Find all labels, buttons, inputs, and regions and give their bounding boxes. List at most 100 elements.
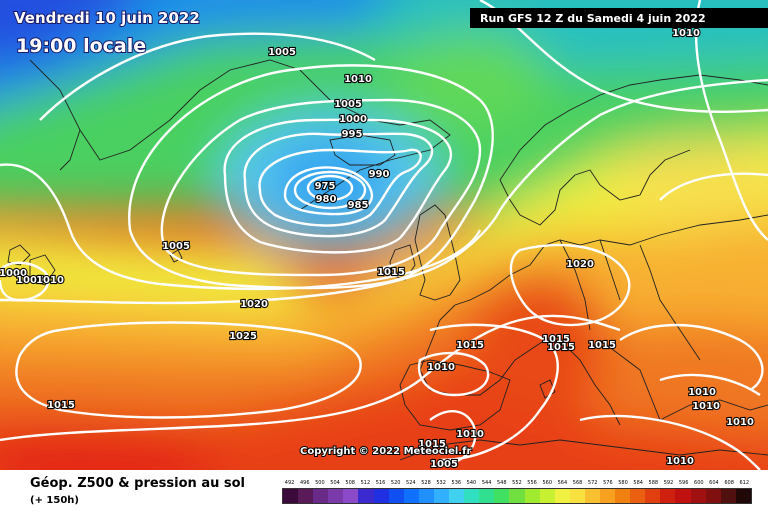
isobar-label: 1010 [692,401,720,412]
scale-swatch [298,489,314,503]
scale-value: 552 [512,480,522,486]
isobar-1005-north [39,32,376,121]
scale-swatches [282,488,752,504]
scale-value: 540 [466,480,477,486]
scale-value: 588 [648,480,659,486]
isobar-label: 980 [316,194,337,205]
scale-swatch [433,489,450,503]
scale-swatch [373,489,389,503]
isobar-label: 1010 [36,275,64,286]
isobar-label: 1015 [377,267,405,278]
isobar-label: 1015 [588,340,616,351]
scale-swatch [690,489,706,503]
isobar-label: 1005 [268,47,296,58]
scale-swatch [283,489,299,503]
isobar-label: 1010 [688,387,716,398]
isobar-1010-west [0,261,50,302]
scale-swatch [660,489,676,503]
scale-swatch [388,489,404,503]
isobar-label: 1010 [672,28,700,39]
isobar-1000 [223,118,452,254]
scale-value: 612 [739,480,750,486]
isobar-980 [293,170,367,210]
isobar-995 [243,132,434,238]
scale-value: 528 [421,480,431,486]
isobar-label: 1005 [162,241,190,252]
isobar-1010-ne [694,0,768,241]
isobar-1015-se [619,323,764,392]
scale-value: 564 [557,480,568,486]
isobar-label: 1010 [666,456,694,467]
isobar-label: 975 [315,181,336,192]
scale-swatch [403,489,419,503]
scale-value: 496 [299,480,310,486]
isobar-label: 1010 [456,429,484,440]
scale-value: 584 [633,480,643,486]
isobar-985 [283,166,374,216]
isobar-label: 1000 [0,268,27,279]
scale-swatch [328,489,344,503]
scale-swatch [675,489,691,503]
scale-value: 492 [284,480,295,486]
coastlines [7,59,768,461]
scale-swatch [584,489,600,503]
isobar-1010-africa [429,410,477,467]
isobar-label: 995 [342,129,363,140]
isobar-1010-south-east [579,414,761,470]
map-title: Géop. Z500 & pression au sol [30,476,245,491]
scale-swatch [615,489,631,503]
scale-swatch [343,489,359,503]
scale-swatch [735,489,751,503]
isobar-label: 1015 [456,340,484,351]
scale-value: 596 [678,480,689,486]
isobar-1015-east [659,172,768,201]
scale-value: 524 [406,480,416,486]
scale-swatch [464,489,480,503]
scale-swatch [509,489,525,503]
scale-value: 556 [527,480,537,486]
isobar-label: 1015 [547,342,575,353]
scale-value: 520 [390,480,401,486]
isobar-label: 1000 [339,114,367,125]
isobar-990 [258,148,422,227]
scale-labels: 492 496 500 504 508 512 516 520 524 528 532 536 540 5… [282,478,752,488]
scale-value: 600 [694,480,704,486]
scale-swatch [479,489,495,503]
isobar-label: 1005 [430,459,458,470]
isobar-1010-iberia [417,351,490,397]
forecast-range: (+ 150h) [30,495,79,506]
isobar-label: 1020 [566,259,594,270]
scale-value: 560 [542,480,552,486]
scale-swatch [539,489,555,503]
isobar-label: 1015 [418,439,446,450]
isobar-1010 [128,64,494,290]
map-footer: Géop. Z500 & pression au sol (+ 150h) 49… [0,470,768,512]
scale-value: 504 [330,480,340,486]
isobar-label: 985 [348,200,369,211]
isobar-label: 1015 [542,334,570,345]
isobar-label: 1020 [240,299,268,310]
isobar-1020 [0,78,768,305]
isobar-labels: 1005 1010 1005 1000 995 990 975 980 985 … [0,27,755,470]
run-info: Run GFS 12 Z du Samedi 4 juin 2022 [480,12,706,25]
isobar-1005 [160,98,482,277]
scale-value: 512 [360,480,371,486]
isobar-1020-east [509,243,631,327]
scale-swatch [705,489,721,503]
scale-value: 516 [375,480,386,486]
scale-swatch [524,489,540,503]
scale-value: 536 [451,480,462,486]
scale-value: 608 [724,480,734,486]
scale-swatch [313,489,329,503]
forecast-date: Vendredi 10 juin 2022 [14,9,200,27]
isobar-label: 1005 [334,99,362,110]
isobar-label: 1005 [16,275,44,286]
scale-value: 576 [603,480,613,486]
scale-value: 500 [315,480,325,486]
isobar-label: 1010 [726,417,754,428]
isobar-1010-se [659,373,761,396]
scale-swatch [554,489,570,503]
scale-value: 544 [481,480,492,486]
scale-swatch [449,489,465,503]
isobar-1025 [15,321,362,419]
